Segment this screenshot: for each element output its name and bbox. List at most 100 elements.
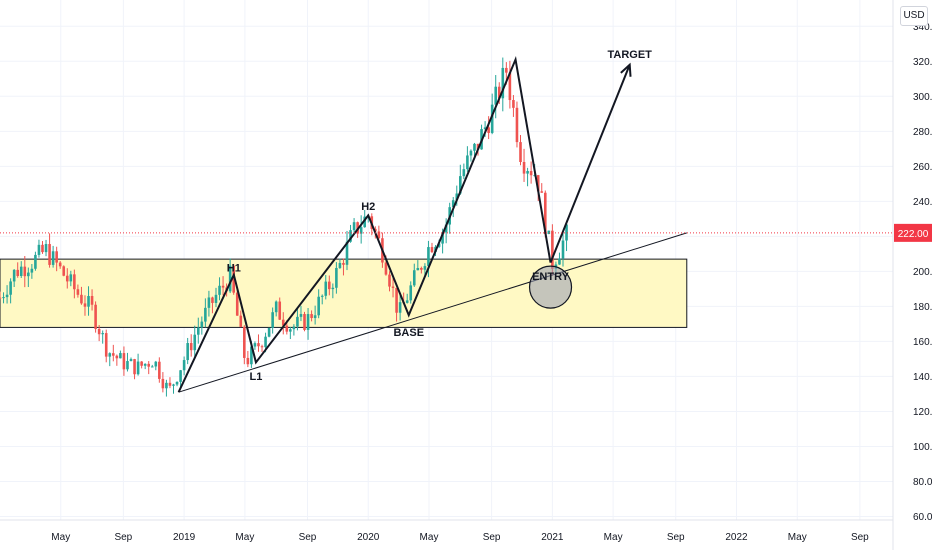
last-price-badge [894, 223, 932, 242]
candle-body [101, 333, 104, 335]
price-axis: 60.00 80.00 100.00 120.00 140.00 160.00 180.00… [892, 0, 932, 550]
candle-body [384, 262, 388, 275]
candle-body [140, 361, 143, 366]
currency-button[interactable]: USD [900, 6, 928, 26]
candle-body [158, 361, 161, 379]
candle-body [58, 262, 62, 267]
candle-body [5, 294, 9, 298]
candle-body [281, 319, 285, 326]
y-tick-label: 100.00 [913, 442, 932, 453]
candle-body [48, 244, 51, 265]
candle-body [112, 353, 115, 356]
candle-body [306, 314, 310, 330]
candle-body [189, 343, 193, 351]
candle-body [150, 366, 154, 368]
candle-body [83, 303, 87, 307]
y-tick-label: 300.00 [913, 92, 932, 103]
y-tick-label: 320.00 [913, 57, 932, 68]
candle-body [324, 281, 328, 296]
candle-body [363, 216, 367, 228]
candle-body [391, 286, 395, 288]
candle-body [289, 329, 292, 332]
candle-body [377, 231, 381, 239]
candle-body [165, 382, 168, 389]
candle-body [310, 314, 313, 319]
candle-body [515, 107, 519, 143]
candle-body [175, 381, 179, 385]
candle-body [522, 161, 526, 174]
candle-body [16, 269, 20, 276]
drawings-layer [0, 55, 893, 393]
candle-body [547, 230, 551, 234]
candle-body [551, 230, 554, 269]
target-arrow-head [620, 62, 632, 77]
candle-body [51, 251, 55, 265]
annotation-target: TARGET [607, 49, 652, 61]
y-tick-label: 180.00 [913, 302, 932, 313]
x-tick-label: May [604, 532, 623, 543]
candle-body [395, 287, 398, 313]
candle-body [405, 300, 409, 303]
candle-body [186, 343, 189, 361]
zigzag-pattern[interactable] [177, 55, 552, 393]
candle-body [218, 285, 221, 295]
candle-body [108, 353, 112, 357]
candle-body [420, 267, 423, 270]
candle-body [221, 285, 225, 288]
candle-body [274, 301, 278, 313]
candle-body [313, 315, 317, 319]
candle-body [352, 222, 356, 231]
annotation-base: BASE [393, 327, 424, 339]
candle-body [55, 251, 58, 263]
y-tick-label: 200.00 [913, 267, 932, 278]
candle-body [200, 321, 204, 328]
x-tick-label: May [420, 532, 439, 543]
annotation-l1: L1 [250, 371, 263, 383]
candle-body [34, 254, 37, 269]
entry-circle[interactable] [528, 265, 573, 309]
candle-body [565, 224, 568, 241]
trendline[interactable] [178, 232, 687, 393]
candle-body [296, 316, 299, 327]
y-tick-label: 120.00 [913, 407, 932, 418]
x-tick-label: May [235, 532, 254, 543]
target-arrow[interactable] [549, 64, 631, 263]
x-tick-label: 2022 [725, 532, 748, 543]
candle-body [342, 262, 345, 265]
candle-body [19, 266, 23, 276]
candle-body [239, 315, 243, 327]
y-tick-label: 240.00 [913, 197, 932, 208]
candle-body [235, 292, 239, 316]
candle-body [327, 281, 331, 290]
x-tick-label: Sep [851, 532, 869, 543]
candle-body [27, 272, 30, 277]
candle-body [115, 355, 119, 359]
candle-body [536, 175, 540, 192]
candle-body [30, 268, 34, 273]
candle-body [451, 200, 455, 208]
candle-body [172, 384, 175, 386]
candle-body [398, 302, 402, 313]
candle-body [476, 143, 480, 150]
candle-body [0, 297, 2, 299]
candle-body [246, 357, 250, 365]
candle-body [267, 327, 271, 337]
candle-body [409, 285, 413, 301]
candle-body [196, 327, 200, 335]
candle-body [519, 142, 522, 162]
candle-body [119, 353, 122, 359]
candle-body [143, 363, 147, 366]
last-price-label: 222.00 [898, 229, 929, 240]
annotations-layer: H1 L1 H2 BASE TARGET ENTRY [227, 49, 652, 383]
candle-body [94, 304, 97, 329]
candle-body [423, 266, 427, 270]
annotation-h2: H2 [361, 201, 375, 213]
candle-body [437, 243, 441, 247]
candle-body [483, 127, 487, 130]
candle-body [179, 370, 182, 382]
candle-body [161, 378, 165, 389]
x-tick-label: 2021 [541, 532, 564, 543]
y-tick-label: 60.00 [913, 512, 932, 523]
